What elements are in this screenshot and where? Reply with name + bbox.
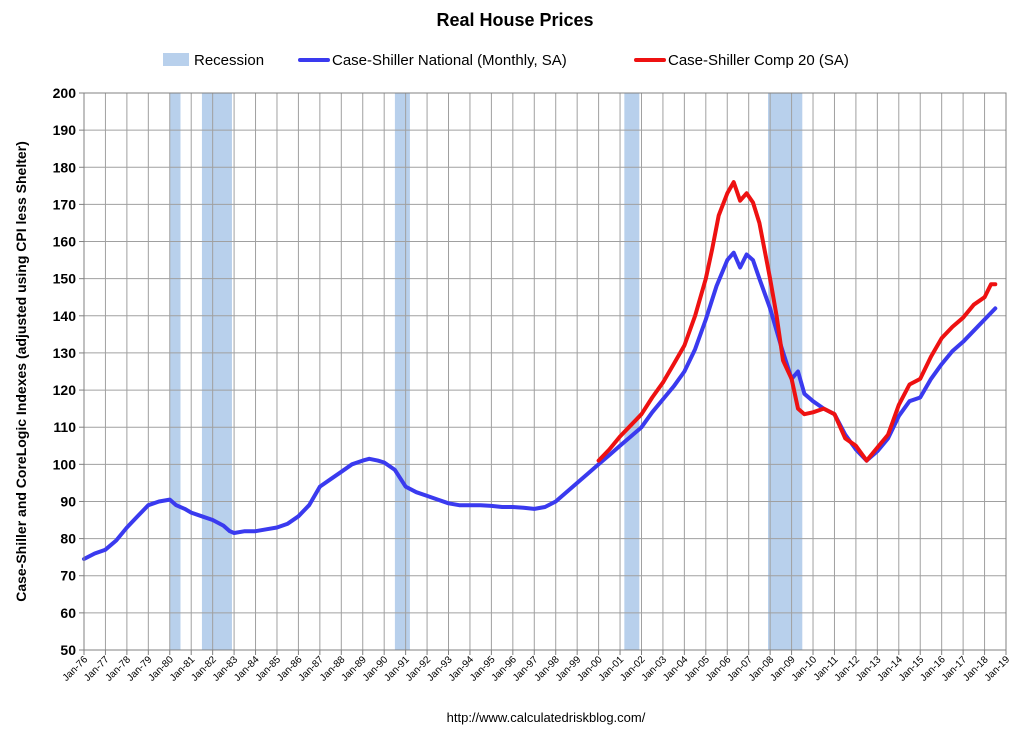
- y-tick-label: 110: [53, 419, 76, 435]
- chart-title: Real House Prices: [436, 10, 593, 30]
- y-tick-label: 50: [60, 642, 76, 658]
- plot-frame: [83, 92, 1007, 651]
- y-tick-label: 100: [53, 456, 77, 472]
- recession-band-3: [394, 93, 410, 650]
- y-tick-label: 90: [60, 493, 76, 509]
- y-tick-label: 160: [53, 234, 77, 250]
- y-axis: 50 60 70 80 90 100 110 120 130 140 150 160 170 180 190…: [53, 85, 84, 658]
- y-tick-label: 200: [53, 85, 77, 101]
- y-tick-label: 140: [53, 308, 77, 324]
- legend-item-national: Case-Shiller National (Monthly, SA): [298, 52, 567, 69]
- y-tick-label: 180: [53, 159, 77, 175]
- y-tick-label: 170: [53, 196, 77, 212]
- recession-band-1: [169, 93, 181, 650]
- source-url: http://www.calculatedriskblog.com/: [447, 710, 646, 725]
- legend-label: Case-Shiller National (Monthly, SA): [332, 52, 567, 69]
- x-tick-label: Jan-19: [983, 654, 1013, 684]
- legend-swatch-recession: [163, 53, 189, 66]
- y-axis-label: Case-Shiller and CoreLogic Indexes (adju…: [13, 141, 29, 602]
- legend-item-recession: Recession: [163, 52, 264, 69]
- y-tick-label: 120: [53, 382, 77, 398]
- y-tick-label: 80: [60, 531, 76, 547]
- recession-bands: [169, 93, 803, 650]
- grid: [84, 93, 1006, 650]
- series-lines: [82, 180, 998, 561]
- legend-label: Case-Shiller Comp 20 (SA): [668, 52, 849, 69]
- y-tick-label: 150: [53, 271, 77, 287]
- plot-area: [84, 93, 1006, 650]
- series-line-case-shiller-comp20: [596, 180, 998, 463]
- y-tick-label: 190: [53, 122, 77, 138]
- legend-item-comp20: Case-Shiller Comp 20 (SA): [634, 52, 849, 69]
- x-axis: Jan-76Jan-77Jan-78Jan-79Jan-80Jan-81Jan-…: [61, 650, 1013, 684]
- recession-band-2: [201, 93, 232, 650]
- legend: Recession Case-Shiller National (Monthly,…: [163, 52, 849, 69]
- legend-label: Recession: [194, 52, 264, 69]
- recession-band-4: [624, 93, 640, 650]
- y-tick-label: 70: [60, 568, 76, 584]
- y-tick-label: 130: [53, 345, 77, 361]
- y-tick-label: 60: [60, 605, 76, 621]
